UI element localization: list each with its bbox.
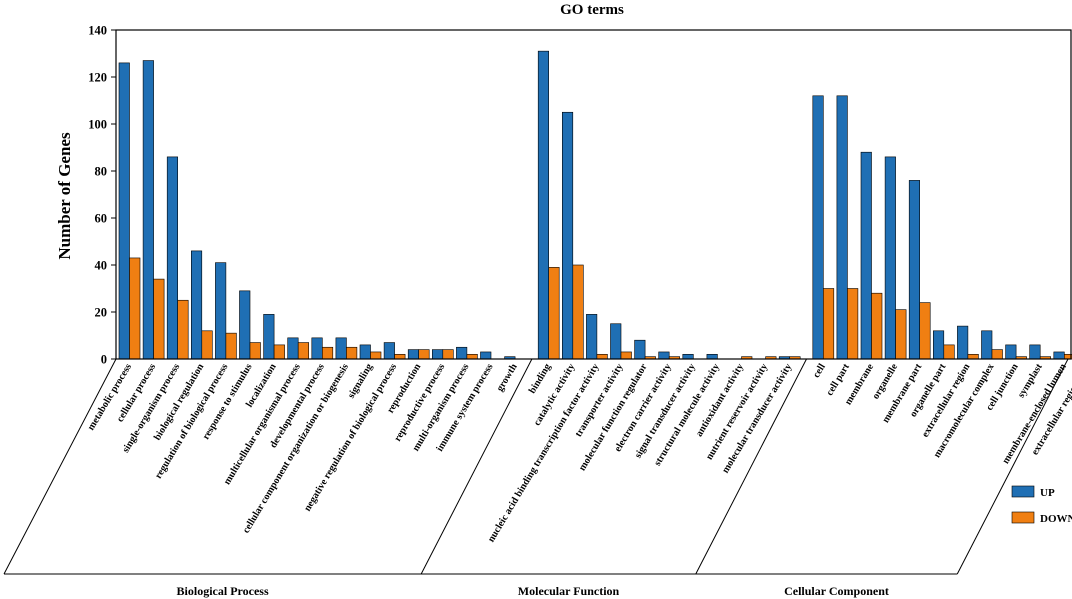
bar-down-32 (919, 302, 931, 360)
bar-down-35 (991, 349, 1003, 360)
bar-down-14 (466, 353, 478, 360)
bar-up-32 (908, 180, 921, 360)
bar-down-7 (297, 342, 310, 360)
y-axis-label: Number of Genes (55, 132, 74, 260)
x-tick-label-17: binding (527, 362, 553, 396)
bar-up-34 (957, 325, 969, 360)
bar-down-20 (620, 351, 632, 360)
bar-down-19 (596, 353, 608, 360)
bar-up-29 (836, 95, 848, 360)
bar-up-35 (981, 330, 993, 360)
bar-down-0 (129, 257, 141, 360)
bar-down-1 (153, 278, 165, 360)
y-tick-label-100: 100 (88, 118, 107, 132)
category-groups: Biological Process Molecular Function Cell… (3, 358, 1069, 598)
bar-up-30 (860, 151, 872, 360)
y-axis: 0 20 40 60 80 100 120 140 (88, 24, 116, 367)
y-tick-label-20: 20 (95, 306, 108, 320)
legend-label-up: UP (1040, 487, 1055, 499)
bar-up-12 (407, 349, 420, 360)
y-tick-label-60: 60 (95, 212, 108, 226)
bar-up-4 (215, 262, 227, 360)
legend: UP DOWN (1011, 485, 1072, 525)
bar-up-10 (359, 344, 371, 360)
bar-up-13 (431, 349, 444, 360)
bar-up-21 (634, 339, 646, 360)
group-separator-1 (420, 358, 533, 575)
bar-down-13 (442, 349, 454, 360)
bar-down-5 (249, 342, 261, 360)
bar-up-8 (311, 337, 323, 360)
bar-up-37 (1029, 344, 1041, 360)
x-tick-label-28: cell (811, 362, 828, 380)
bar-down-4 (225, 332, 237, 360)
bar-up-24 (706, 353, 718, 360)
y-tick-label-0: 0 (101, 353, 107, 367)
bar-up-14 (456, 346, 468, 360)
bar-down-11 (394, 353, 406, 360)
bar-down-3 (201, 330, 213, 360)
bar-up-28 (812, 95, 824, 360)
bar-up-19 (586, 314, 598, 360)
bar-down-2 (177, 299, 189, 360)
group-separator-2 (695, 358, 807, 575)
bar-down-29 (847, 288, 859, 360)
bar-up-23 (682, 353, 694, 360)
legend-label-down: DOWN (1040, 513, 1072, 525)
bar-down-12 (418, 349, 430, 360)
bar-up-6 (263, 314, 275, 360)
group-label-2: Cellular Component (784, 584, 889, 598)
group-label-1: Molecular Function (518, 584, 620, 598)
group-separator-0 (3, 358, 117, 575)
bar-up-15 (480, 351, 492, 360)
bar-up-38 (1053, 351, 1065, 360)
bar-down-18 (572, 264, 584, 360)
bar-down-30 (871, 292, 883, 360)
bar-up-5 (239, 290, 251, 360)
bar-up-18 (561, 111, 574, 360)
bar-up-2 (166, 156, 178, 360)
y-tick-label-80: 80 (95, 165, 108, 179)
bar-up-22 (658, 351, 670, 360)
y-tick-label-120: 120 (88, 71, 107, 85)
legend-swatch-up (1011, 485, 1035, 498)
bar-down-17 (548, 267, 560, 360)
plot-frame (115, 29, 1072, 360)
x-tick-label-11: negative regulation of biological proces… (302, 362, 399, 514)
bar-up-7 (287, 337, 299, 360)
bar-down-34 (967, 353, 979, 360)
bar-up-36 (1005, 344, 1017, 360)
y-tick-label-140: 140 (88, 24, 107, 38)
bar-up-0 (118, 62, 130, 360)
bar-up-3 (191, 250, 203, 360)
bar-down-28 (822, 288, 835, 360)
bar-up-1 (142, 60, 154, 360)
bar-down-6 (273, 344, 285, 360)
bar-down-31 (895, 309, 907, 360)
bar-up-33 (932, 330, 945, 360)
group-separator-3 (956, 358, 1069, 575)
bar-down-8 (321, 346, 334, 360)
plot-area (118, 50, 1072, 360)
bar-down-10 (370, 351, 382, 360)
legend-swatch-down (1011, 511, 1035, 524)
y-tick-label-40: 40 (95, 259, 108, 273)
group-label-0: Biological Process (177, 584, 269, 598)
bar-up-20 (610, 323, 622, 360)
bar-down-33 (943, 344, 955, 360)
bar-up-11 (383, 342, 395, 360)
bar-up-9 (335, 337, 347, 360)
bar-up-17 (537, 50, 550, 360)
bar-up-31 (884, 156, 896, 360)
bar-down-9 (346, 346, 358, 360)
chart-title: GO terms (560, 2, 624, 18)
